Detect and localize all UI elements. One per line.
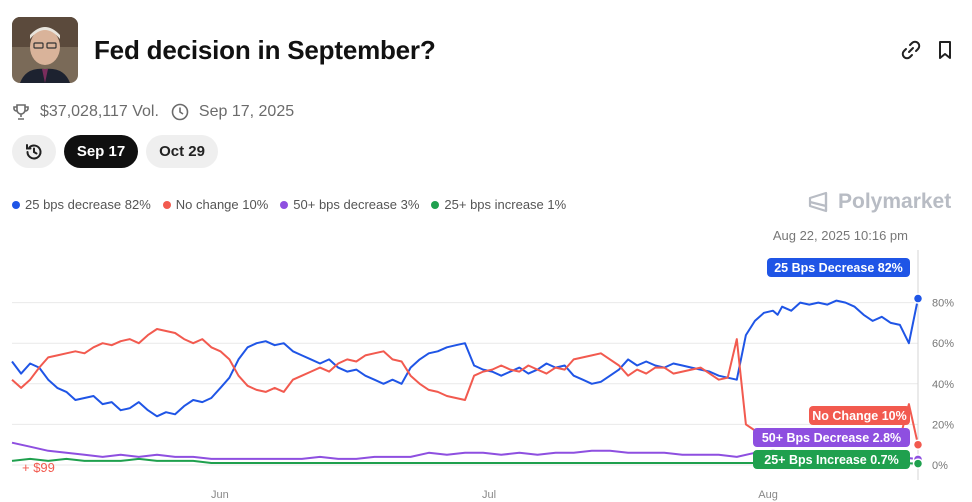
probability-chart[interactable]: 0% 20% 40% 60% 80% Aug 22, 2025 10:16 pm 25 Bp…	[0, 222, 972, 502]
tab-sep-17[interactable]: Sep 17	[64, 135, 138, 168]
legend-item-no-change: No change 10%	[162, 197, 268, 212]
tab-oct-29[interactable]: Oct 29	[146, 135, 218, 168]
series-end-label-bg-1	[809, 406, 910, 425]
series-end-label-2: 50+ Bps Decrease 2.8%	[762, 431, 901, 445]
y-tick-label: 80%	[932, 298, 954, 310]
market-title: Fed decision in September?	[94, 35, 436, 65]
x-tick-label: Jun	[211, 489, 229, 501]
market-thumbnail	[12, 17, 78, 83]
x-tick-label: Aug	[758, 489, 778, 501]
series-end-dot-3	[912, 458, 924, 469]
legend-item-25bps-increase: 25+ bps increase 1%	[431, 197, 566, 212]
trophy-icon	[13, 104, 29, 120]
series-end-label-bg-0	[767, 258, 910, 277]
series-end-label-1: No Change 10%	[812, 409, 906, 423]
series-end-dot-0	[912, 293, 924, 304]
legend-item-50bps-decrease: 50+ bps decrease 3%	[280, 197, 419, 212]
date-tabs: Sep 17 Oct 29	[12, 135, 218, 168]
series-end-label-3: 25+ Bps Increase 0.7%	[764, 453, 898, 467]
series-end-label-bg-3	[753, 450, 910, 469]
link-icon[interactable]	[900, 39, 922, 61]
history-tab[interactable]	[12, 135, 56, 168]
polymarket-logo-icon	[808, 191, 828, 213]
series-end-label-bg-2	[753, 428, 910, 447]
volume-text: $37,028,117 Vol.	[40, 103, 159, 120]
series-line-0	[11, 298, 919, 418]
chart-legend: 25 bps decrease 82% No change 10% 50+ bp…	[12, 197, 566, 212]
series-end-dot-1	[912, 439, 924, 450]
y-tick-label: 0%	[932, 460, 948, 472]
trade-marker-label: + $99	[22, 460, 55, 475]
end-date-text: Sep 17, 2025	[198, 103, 295, 120]
y-tick-label: 20%	[932, 419, 954, 431]
series-line-1	[11, 328, 919, 445]
history-icon	[26, 143, 42, 159]
legend-item-25bps-decrease: 25 bps decrease 82%	[12, 197, 151, 212]
hover-date-label: Aug 22, 2025 10:16 pm	[773, 228, 908, 243]
y-tick-label: 40%	[932, 379, 954, 391]
y-tick-label: 60%	[932, 338, 954, 350]
market-meta: $37,028,117 Vol. Sep 17, 2025	[12, 101, 294, 123]
x-tick-label: Jul	[482, 489, 496, 501]
series-end-label-0: 25 Bps Decrease 82%	[774, 261, 903, 275]
clock-icon	[171, 103, 189, 121]
polymarket-watermark: Polymarket	[806, 190, 951, 214]
market-header: Fed decision in September?	[12, 17, 960, 87]
bookmark-icon[interactable]	[934, 39, 956, 61]
